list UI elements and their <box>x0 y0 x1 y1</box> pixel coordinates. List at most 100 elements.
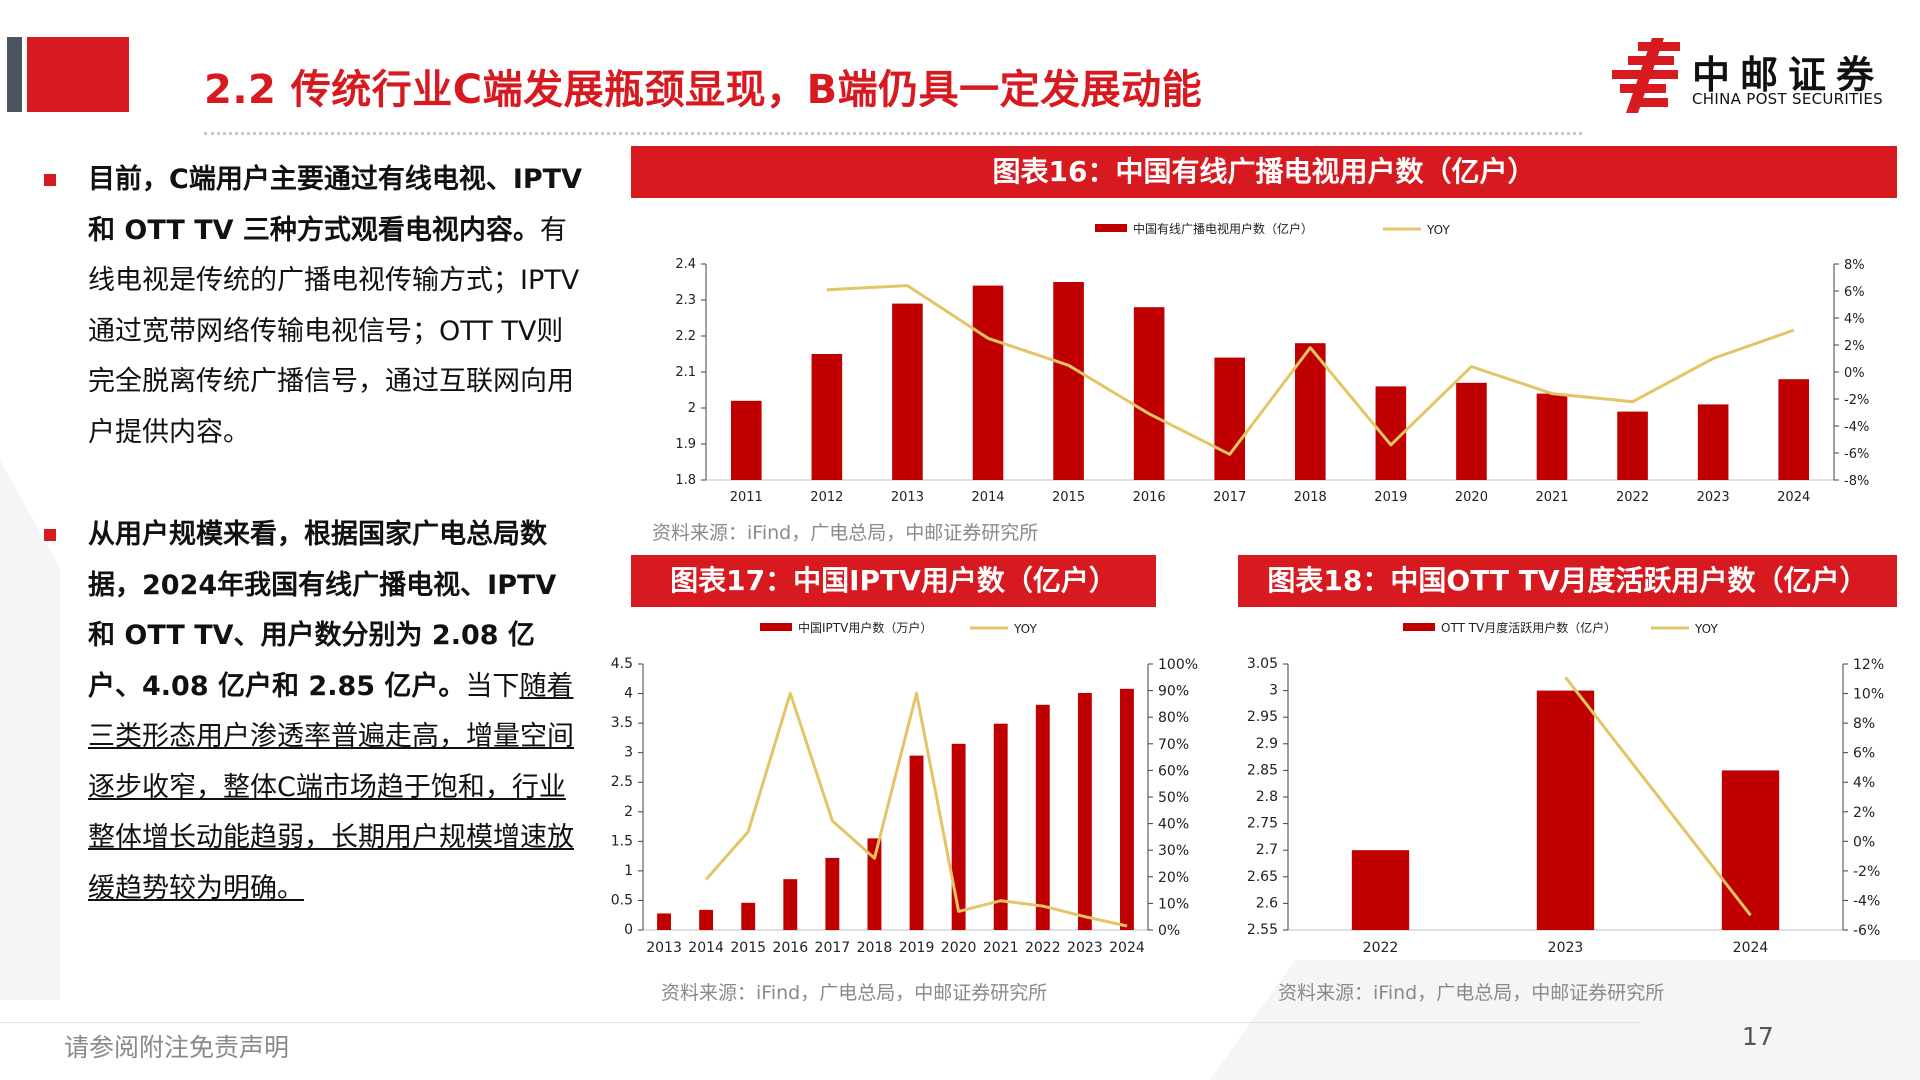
chart16-x-tick-label: 2019 <box>1374 490 1407 505</box>
chart18-y-right-tick-label: -4% <box>1853 893 1880 909</box>
chart16-y-left-tick-label: 1.8 <box>675 473 696 488</box>
bullet-marker-1 <box>44 174 56 186</box>
chart17-x-tick-label: 2024 <box>1109 940 1145 956</box>
chart18-y-right-tick-label: 12% <box>1853 657 1884 673</box>
chart17-y-left-tick-label: 1 <box>624 863 633 879</box>
chart17-y-right-tick-label: 20% <box>1158 870 1189 886</box>
chart16-y-right-tick-label: 4% <box>1844 312 1865 327</box>
chart16-bar <box>1778 379 1810 480</box>
disclaimer-text: 请参阅附注免责声明 <box>64 1033 290 1062</box>
chart17-x-tick-label: 2023 <box>1067 940 1103 956</box>
chart18-ott-tv-users: 2.55 2.6 2.65 2.7 2.75 2.8 2.85 2.9 2.95 3 3.05 -6%… <box>1247 620 1884 956</box>
chart18-y-left-tick-label: 2.75 <box>1247 816 1278 832</box>
chart17-legend: 中国IPTV用户数（万户） YOY <box>760 620 1037 636</box>
bullet-marker-2 <box>44 529 56 541</box>
chart17-y-left-tick-label: 2.5 <box>611 774 633 790</box>
chart18-y-left-tick-label: 2.7 <box>1256 842 1278 858</box>
chart17-y-right-tick-label: 40% <box>1158 817 1189 833</box>
chart17-y-right-tick-label: 90% <box>1158 684 1189 700</box>
chart16-legend-bar-swatch <box>1095 224 1127 232</box>
background-shape-left <box>0 460 60 1000</box>
chart18-bar <box>1351 850 1410 930</box>
chart17-x-tick-label: 2020 <box>941 940 977 956</box>
chart16-bar <box>1053 282 1084 480</box>
chart16-x-tick-label: 2022 <box>1616 490 1649 505</box>
title-divider <box>204 132 1582 135</box>
chart16-x-tick-label: 2014 <box>971 490 1004 505</box>
chart16-y-left-tick-label: 2.1 <box>675 365 696 380</box>
chart16-bar <box>1214 357 1246 480</box>
chart16-legend: 中国有线广播电视用户数（亿户） YOY <box>1095 221 1450 237</box>
chart17-bar <box>783 879 798 930</box>
chart16-legend-bar-label: 中国有线广播电视用户数（亿户） <box>1133 221 1313 236</box>
china-post-logo-icon <box>1612 38 1680 113</box>
chart16-y-left-tick-label: 2.2 <box>675 329 696 344</box>
chart17-legend-bar-label: 中国IPTV用户数（万户） <box>798 620 932 635</box>
logo-english-name: CHINA POST SECURITIES <box>1692 90 1883 108</box>
chart16-bar <box>972 285 1004 480</box>
chart17-y-left-tick-label: 2 <box>624 804 633 820</box>
chart17-legend-bar-swatch <box>760 623 792 631</box>
paragraph-1: 目前，C端用户主要通过有线电视、IPTV 和 OTT TV 三种方式观看电视内容… <box>88 155 588 458</box>
chart17-bar <box>657 913 671 930</box>
chart17-bar <box>741 902 756 930</box>
chart16-x-tick-label: 2020 <box>1455 490 1488 505</box>
chart17-y-right-tick-label: 70% <box>1158 737 1189 753</box>
chart18-legend-bar-label: OTT TV月度活跃用户数（亿户） <box>1441 620 1616 635</box>
chart18-y-right-tick-label: 6% <box>1853 746 1875 762</box>
chart17-bar <box>993 723 1008 930</box>
chart18-y-right-tick-label: 4% <box>1853 775 1875 791</box>
page-number: 17 <box>1742 1022 1774 1051</box>
chart18-y-left-tick-label: 3 <box>1269 683 1278 699</box>
chart17-source: 资料来源：iFind，广电总局，中邮证券研究所 <box>661 982 1048 1004</box>
chart18-yoy-line <box>1564 676 1752 917</box>
chart17-iptv-users: 0 0.5 1 1.5 2 2.5 3 3.5 4 4.5 0% 10% 20% 30% 40% 50% 60%… <box>611 620 1198 956</box>
chart17-x-tick-label: 2019 <box>899 940 935 956</box>
chart17-y-left-tick-label: 4 <box>624 686 633 702</box>
chart17-yoy-line <box>704 691 1128 928</box>
chart18-y-left-tick-label: 2.9 <box>1256 736 1278 752</box>
footer-divider <box>0 1022 1640 1023</box>
chart18-x-tick-label: 2022 <box>1363 940 1399 956</box>
chart16-y-left-tick-label: 2 <box>688 401 696 416</box>
chart16-x-tick-label: 2011 <box>730 490 763 505</box>
chart18-y-right-tick-label: 10% <box>1853 687 1884 703</box>
title-accent-dark <box>7 37 22 112</box>
chart16-bar <box>1536 393 1568 480</box>
chart17-bar <box>1120 688 1134 930</box>
chart17-y-right-tick-label: 10% <box>1158 896 1189 912</box>
chart16-x-tick-label: 2015 <box>1052 490 1085 505</box>
title-accent-red <box>27 37 129 112</box>
chart16-bar <box>811 354 843 480</box>
chart16-y-right-tick-label: -4% <box>1844 420 1869 435</box>
chart16-bar <box>1697 404 1729 480</box>
chart16-x-tick-label: 2023 <box>1697 490 1730 505</box>
paragraph-1-bold: 目前，C端用户主要通过有线电视、IPTV 和 OTT TV 三种方式观看电视内容… <box>88 164 582 246</box>
chart18-y-left-tick-label: 2.65 <box>1247 869 1278 885</box>
paragraph-2-normal: 当下 <box>465 670 520 702</box>
chart16-header: 图表16：中国有线广播电视用户数（亿户） <box>631 146 1897 198</box>
chart17-y-left-tick-label: 4.5 <box>611 656 633 672</box>
chart18-bar <box>1536 690 1595 930</box>
chart18-source: 资料来源：iFind，广电总局，中邮证券研究所 <box>1278 982 1665 1004</box>
chart18-y-left-tick-label: 2.55 <box>1247 922 1278 938</box>
chart16-y-left-tick-label: 1.9 <box>675 437 696 452</box>
chart17-x-tick-label: 2016 <box>772 940 808 956</box>
chart17-bar <box>909 755 924 930</box>
chart18-y-left-tick-label: 2.8 <box>1256 789 1278 805</box>
chart17-y-right-tick-label: 0% <box>1158 923 1180 939</box>
chart16-bar <box>1294 343 1326 480</box>
chart16-x-tick-label: 2018 <box>1294 490 1327 505</box>
chart18-x-tick-label: 2023 <box>1548 940 1584 956</box>
paragraph-2-underlined: 随着三类形态用户渗透率普遍走高，增量空间逐步收窄，整体C端市场趋于饱和，行业整体… <box>88 670 574 904</box>
chart18-y-left-tick-label: 2.95 <box>1247 709 1278 725</box>
chart17-legend-line-label: YOY <box>1013 622 1037 636</box>
chart16-y-right-tick-label: 2% <box>1844 339 1865 354</box>
chart17-x-tick-label: 2018 <box>857 940 893 956</box>
chart17-bar <box>1035 704 1050 930</box>
chart18-header: 图表18：中国OTT TV月度活跃用户数（亿户） <box>1238 555 1897 607</box>
chart16-x-tick-label: 2016 <box>1133 490 1166 505</box>
paragraph-2-bold: 从用户规模来看，根据国家广电总局数据，2024年我国有线广播电视、IPTV 和 … <box>88 519 557 702</box>
chart17-header: 图表17：中国IPTV用户数（亿户） <box>631 555 1156 607</box>
chart17-y-left-tick-label: 1.5 <box>611 833 633 849</box>
